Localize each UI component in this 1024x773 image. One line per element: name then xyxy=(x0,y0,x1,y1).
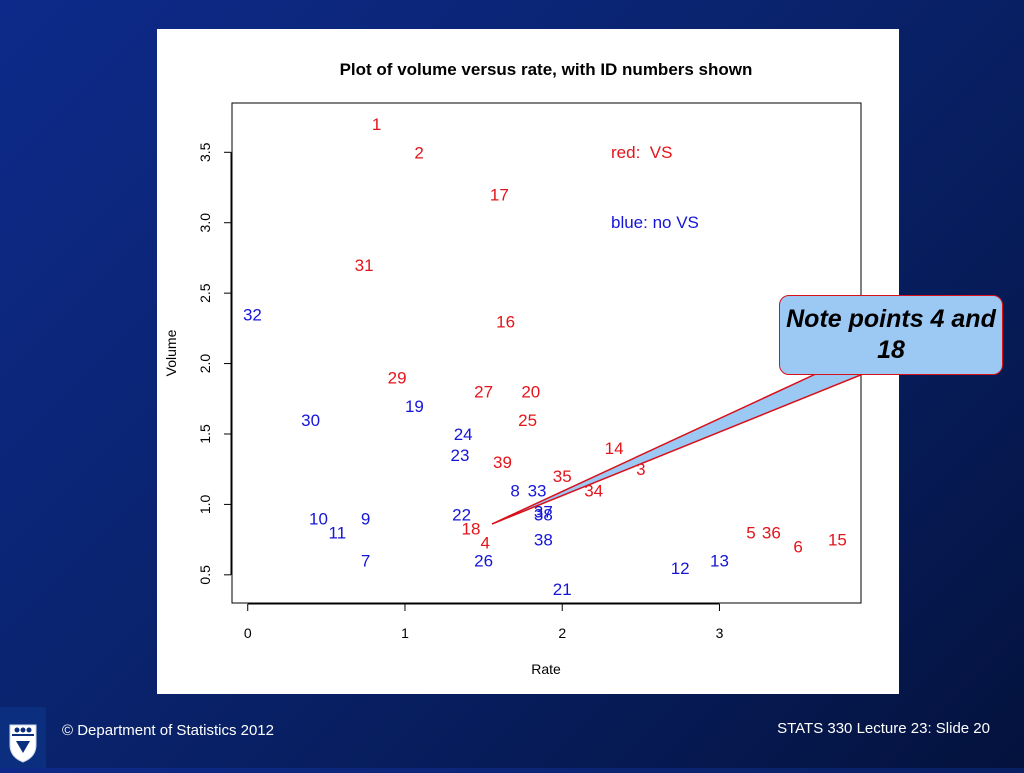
y-tick-label: 0.5 xyxy=(197,565,213,585)
legend-blue: blue: no VS xyxy=(611,213,699,232)
data-point-label: 21 xyxy=(553,580,572,599)
y-axis-label: Volume xyxy=(163,329,179,376)
data-point-label: 25 xyxy=(518,411,537,430)
data-point-label: 38 xyxy=(534,531,553,550)
x-axis-label: Rate xyxy=(531,661,561,677)
data-point-label: 32 xyxy=(243,305,262,324)
y-tick-label: 3.0 xyxy=(197,213,213,233)
callout-text: Note points 4 and 18 xyxy=(786,305,996,364)
data-point-label: 22 xyxy=(452,505,471,524)
y-tick-label: 2.0 xyxy=(197,354,213,374)
data-point-label: 3 xyxy=(636,460,645,479)
data-point-label: 15 xyxy=(828,531,847,550)
y-tick-label: 1.5 xyxy=(197,424,213,444)
data-point-label: 24 xyxy=(454,425,473,444)
data-point-label: 1 xyxy=(372,115,381,134)
data-point-label: 34 xyxy=(584,481,603,500)
data-point-label: 26 xyxy=(474,552,493,571)
data-point-label: 16 xyxy=(496,312,515,331)
y-axis: 0.5 1.0 1.5 2.0 2.5 3.0 3.5 xyxy=(197,142,232,585)
y-tick-label: 3.5 xyxy=(197,142,213,162)
data-point-label: 2 xyxy=(414,143,423,162)
data-point-label: 5 xyxy=(746,524,755,543)
data-point-label: 39 xyxy=(493,453,512,472)
data-point-label: 17 xyxy=(490,186,509,205)
data-point-label: 36 xyxy=(762,524,781,543)
university-crest-icon xyxy=(0,707,46,768)
data-point-label: 29 xyxy=(388,369,407,388)
data-point-label: 27 xyxy=(474,383,493,402)
data-point-label: 30 xyxy=(301,411,320,430)
data-point-label: 11 xyxy=(329,524,347,543)
chart-title: Plot of volume versus rate, with ID numb… xyxy=(340,60,753,79)
data-point-label: 14 xyxy=(605,439,624,458)
data-point-label: 31 xyxy=(355,256,374,275)
data-point-label: 35 xyxy=(553,467,572,486)
data-point-label: 4 xyxy=(480,533,489,552)
data-point-label: 20 xyxy=(521,383,540,402)
data-point-label: 9 xyxy=(361,509,370,528)
data-point-label: 18 xyxy=(462,519,481,538)
data-point-label: 33 xyxy=(528,481,547,500)
x-tick-label: 1 xyxy=(401,625,409,641)
plot-panel: Plot of volume versus rate, with ID numb… xyxy=(157,29,899,694)
x-axis: 0 1 2 3 xyxy=(244,603,724,641)
copyright-text: © Department of Statistics 2012 xyxy=(62,722,274,739)
data-point-label: 8 xyxy=(510,481,519,500)
x-tick-label: 2 xyxy=(558,625,566,641)
data-point-label: 19 xyxy=(405,397,424,416)
data-point-label: 6 xyxy=(793,538,802,557)
x-tick-label: 3 xyxy=(716,625,724,641)
legend-red: red: VS xyxy=(611,143,672,162)
data-point-label: 13 xyxy=(710,552,729,571)
data-point-label: 7 xyxy=(361,552,370,571)
slide-label: STATS 330 Lecture 23: Slide 20 xyxy=(777,720,990,737)
data-point-label: 38 xyxy=(534,505,553,524)
callout-box: Note points 4 and 18 xyxy=(779,295,1003,375)
data-point-label: 12 xyxy=(671,559,690,578)
y-tick-label: 2.5 xyxy=(197,283,213,303)
x-tick-label: 0 xyxy=(244,625,252,641)
y-tick-label: 1.0 xyxy=(197,494,213,514)
data-point-label: 23 xyxy=(451,446,470,465)
data-point-label: 10 xyxy=(309,509,328,528)
